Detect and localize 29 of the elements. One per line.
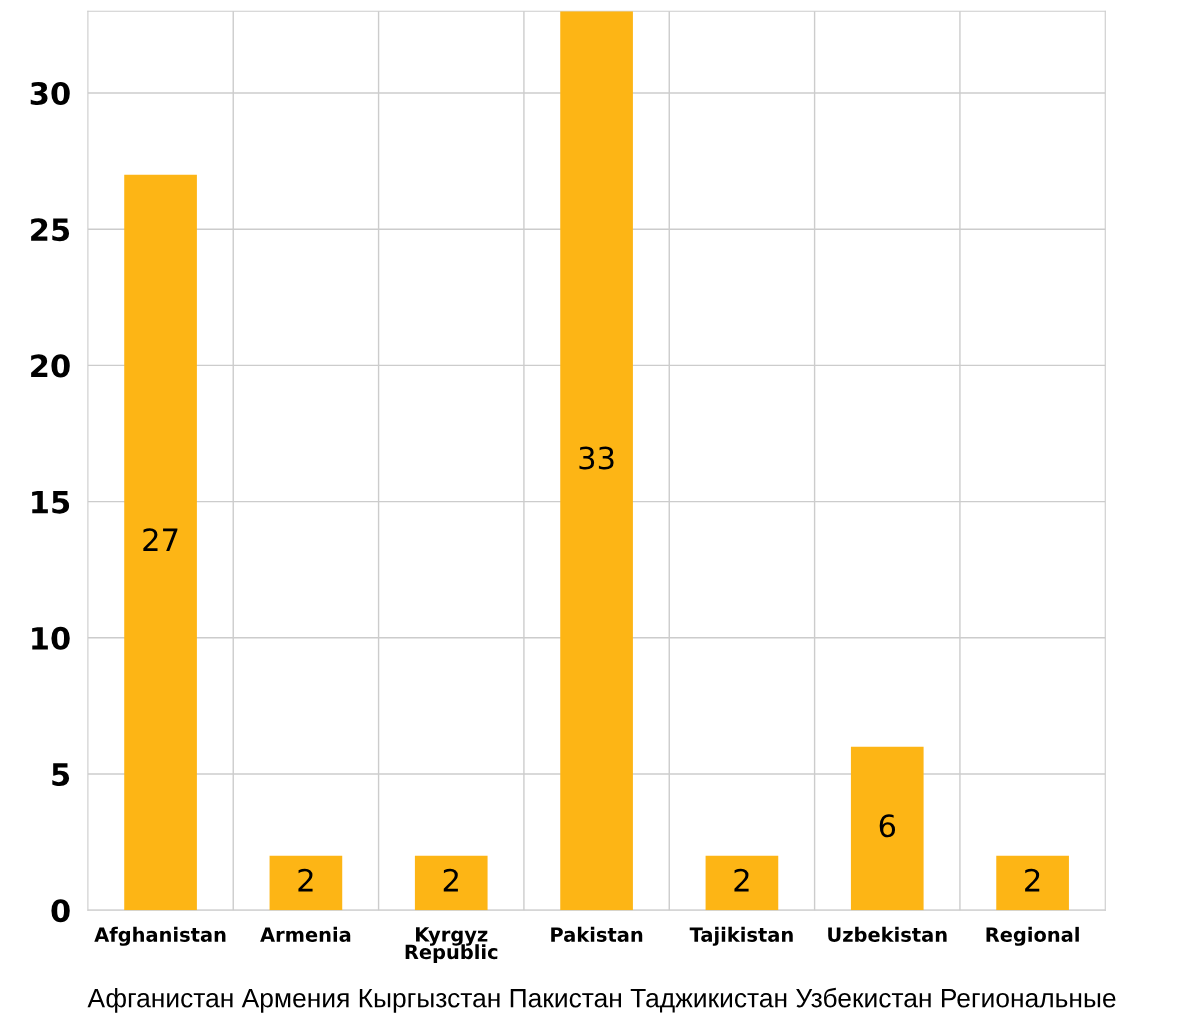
data-label: 2 [443,868,458,892]
y-tick-label: 15 [32,490,70,514]
bar [850,746,924,911]
data-label: 2 [1025,868,1040,892]
x-tick-label: Armenia [260,926,351,942]
data-label: 6 [879,814,896,838]
data-label: 2 [298,868,313,892]
bar [996,855,1069,911]
y-tick-label: 10 [32,626,70,650]
data-label: 27 [143,528,178,551]
bar [560,11,633,911]
x-tick-label: Tajikistan [689,926,793,946]
data-label: 2 [734,868,749,892]
bar [414,855,488,911]
x-tick-label: Regional [986,926,1079,946]
x-tick-label: Afghanistan [94,926,226,946]
y-tick-label: 20 [31,354,70,378]
bar [705,855,779,911]
y-tick-label: 0 [51,899,70,923]
y-tick-label: 25 [31,218,70,242]
data-label: 33 [579,446,614,470]
bar [269,855,343,911]
text: Афганистан Армения Кыргызстан Пакистан Таджикистан Узбекистан Региональные [87,987,1116,1013]
bar [124,174,197,911]
y-tick-label: 5 [52,763,70,787]
x-tick-label: Uzbekistan [828,926,947,942]
x-tick-label: Pakistan [551,926,643,942]
y-tick-label: 30 [30,81,70,106]
x-tick-label: Kyrgyz Republic [405,927,498,964]
